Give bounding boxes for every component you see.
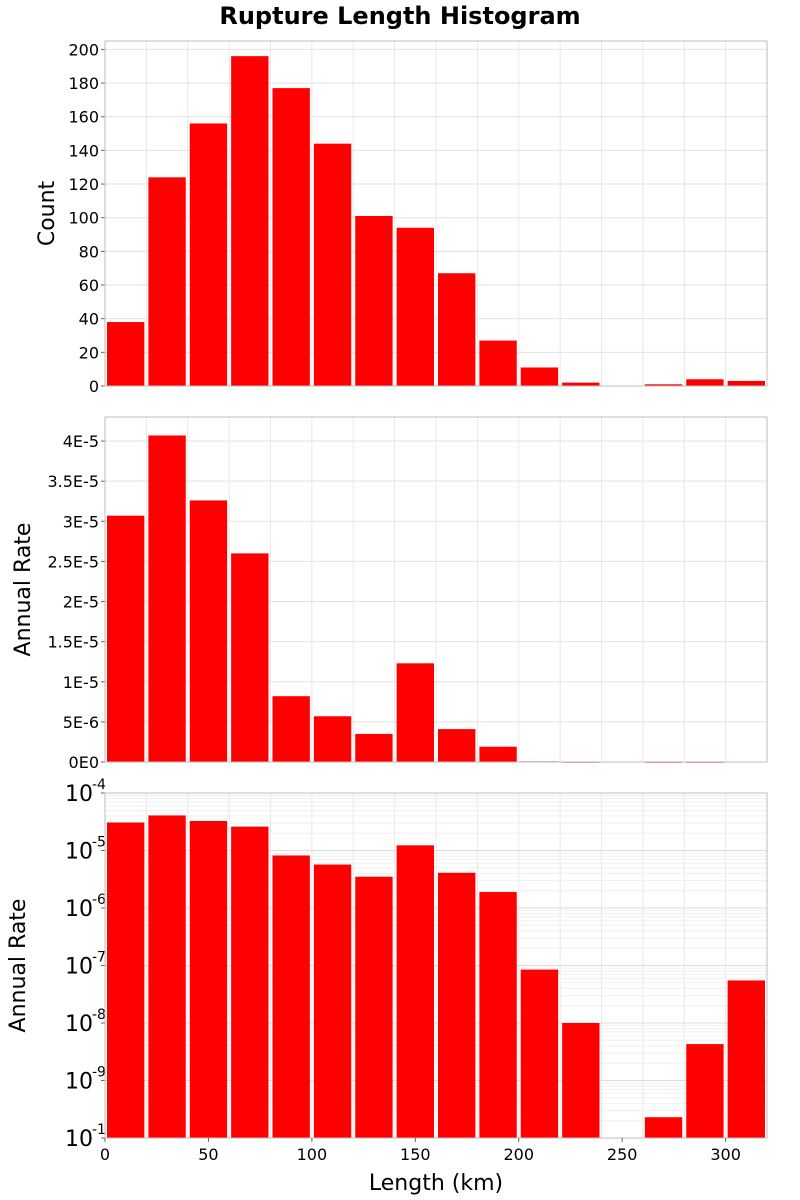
bar: [148, 815, 186, 1138]
plot-border-3: [104, 792, 768, 1139]
bar: [727, 980, 765, 1138]
x-tick-label: 200: [503, 1145, 534, 1164]
bar: [396, 227, 434, 386]
y-tick-label: 10: [65, 897, 93, 922]
bar: [438, 872, 476, 1138]
bar: [355, 876, 393, 1138]
y-tick-label: 80: [79, 242, 99, 261]
bar: [520, 969, 559, 1138]
y-tick-label: 60: [79, 276, 99, 295]
y-tick-label: 10: [65, 1012, 93, 1037]
x-tick-label: 50: [198, 1145, 218, 1164]
bar: [727, 380, 765, 386]
bar: [396, 845, 434, 1138]
bar: [272, 88, 310, 386]
y-tick-label: 0E0: [69, 753, 99, 772]
bar: [107, 822, 145, 1138]
y-tick-label: 10: [65, 955, 93, 980]
y-tick-label: 5E-6: [63, 713, 99, 732]
y-tick-label: 10: [65, 1127, 93, 1152]
bar: [355, 216, 393, 386]
bar: [231, 553, 269, 762]
y-tick-label: 120: [68, 175, 99, 194]
bar: [644, 1117, 683, 1138]
bar: [644, 384, 683, 386]
bar: [396, 663, 434, 762]
bar: [562, 1023, 600, 1138]
bar: [562, 382, 600, 386]
y-tick-label: 2.5E-5: [47, 552, 99, 571]
plot-border-2: [104, 416, 768, 763]
y-tick-label: 160: [68, 108, 99, 127]
y-tick-label-exponent: -5: [92, 835, 106, 851]
bar: [189, 820, 228, 1138]
y-tick-label: 180: [68, 74, 99, 93]
bar: [272, 696, 310, 762]
bar: [313, 143, 352, 386]
bar: [313, 716, 352, 762]
bar: [479, 746, 517, 762]
y-tick-label: 100: [68, 209, 99, 228]
bar: [438, 273, 476, 386]
y-tick-label: 2E-5: [63, 593, 99, 612]
y-tick-label: 1.5E-5: [47, 633, 99, 652]
y-tick-label-exponent: -8: [92, 1007, 106, 1023]
bar: [479, 340, 517, 386]
x-tick-label: 250: [607, 1145, 638, 1164]
y-tick-label-exponent: -6: [92, 892, 106, 908]
x-tick-label: 300: [710, 1145, 741, 1164]
bar: [107, 515, 145, 762]
y-tick-label: 1E-5: [63, 673, 99, 692]
bar: [189, 500, 228, 762]
y-tick-label: 0: [89, 377, 99, 396]
bar: [148, 435, 186, 762]
y-tick-label: 10: [65, 1070, 93, 1095]
bar: [479, 891, 517, 1138]
x-tick-label: 100: [297, 1145, 328, 1164]
y-tick-label: 4E-5: [63, 432, 99, 451]
x-axis-label: Length (km): [369, 1171, 503, 1196]
x-tick-label: 0: [100, 1145, 110, 1164]
y-tick-label-exponent: -4: [92, 777, 106, 793]
bar: [231, 56, 269, 387]
bar: [272, 855, 310, 1138]
bar: [355, 733, 393, 762]
bar: [231, 826, 269, 1138]
y-tick-label-exponent: -9: [92, 1065, 106, 1081]
y-tick-label: 3.5E-5: [47, 472, 99, 491]
bar: [189, 123, 228, 387]
y-tick-label: 140: [68, 141, 99, 160]
y-tick-label: 40: [79, 310, 99, 329]
chart-title: Rupture Length Histogram: [219, 2, 580, 30]
plot-border-1: [104, 40, 768, 387]
bar: [313, 864, 352, 1138]
y-axis-label: Annual Rate: [11, 523, 36, 657]
y-tick-label: 10: [65, 840, 93, 865]
bar: [107, 322, 145, 386]
y-tick-label: 10: [65, 782, 93, 807]
y-axis-label: Annual Rate: [6, 899, 31, 1033]
bar: [520, 367, 559, 386]
y-tick-label-exponent: -7: [92, 950, 106, 966]
x-tick-label: 150: [400, 1145, 431, 1164]
bar: [438, 729, 476, 762]
y-tick-label: 200: [68, 40, 99, 59]
y-axis-label: Count: [35, 180, 60, 246]
bar: [686, 379, 724, 386]
y-tick-label: 20: [79, 343, 99, 362]
bar: [686, 1044, 724, 1138]
bar: [148, 177, 186, 386]
y-tick-label: 3E-5: [63, 512, 99, 531]
